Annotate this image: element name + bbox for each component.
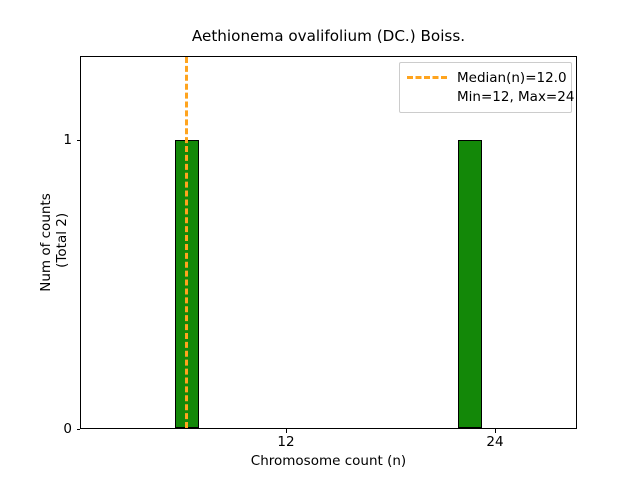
bar-24 [458,140,482,428]
chart-title: Aethionema ovalifolium (DC.) Boiss. [191,27,466,45]
plot-area [80,56,577,429]
x-axis-label: Chromosome count (n) [250,453,407,469]
ytick-mark-1 [76,140,80,141]
dashed-line-icon [407,76,447,79]
xtick-label-12: 12 [277,434,295,450]
legend-label-range: Min=12, Max=24 [457,88,575,105]
xtick-mark-24 [495,429,496,433]
legend-label-median: Median(n)=12.0 [457,69,567,86]
legend-entry-range: Min=12, Max=24 [407,87,574,106]
y-axis-label: Num of counts (Total 2) [38,193,70,292]
y-axis-label-wrapper: Num of counts (Total 2) [38,56,78,429]
xtick-label-24: 24 [486,434,504,450]
ytick-label-0: 0 [63,421,72,437]
chart-legend: Median(n)=12.0 Min=12, Max=24 [399,62,574,113]
median-line [185,57,189,428]
legend-entry-median: Median(n)=12.0 [407,68,567,87]
ytick-label-1: 1 [63,132,72,148]
xtick-mark-12 [286,429,287,433]
ytick-mark-0 [76,429,80,430]
